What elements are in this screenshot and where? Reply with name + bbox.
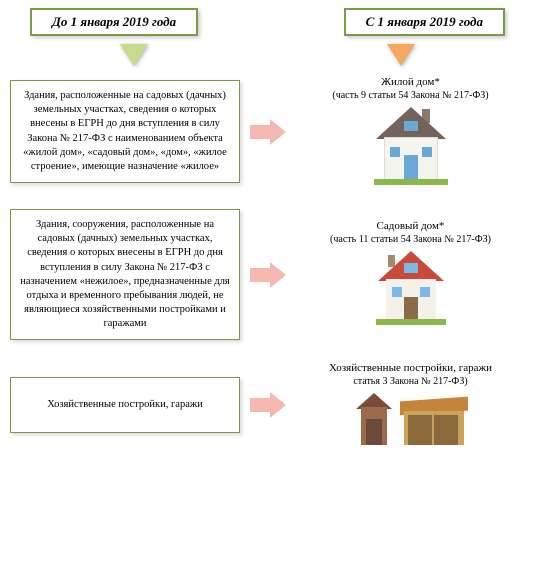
after-col: Хозяйственные постройки, гаражи статья 3… (296, 362, 525, 447)
after-title: Садовый дом* (296, 220, 525, 232)
header-before: До 1 января 2019 года (30, 8, 198, 36)
arrow-right-icon (250, 392, 286, 418)
after-col: Садовый дом* (часть 11 статьи 54 Закона … (296, 220, 525, 329)
mapping-row: Здания, расположенные на садовых (дачных… (10, 76, 525, 187)
after-subtitle: (часть 9 статьи 54 Закона № 217-ФЗ) (296, 90, 525, 101)
arrow-right-icon (250, 119, 286, 145)
house-white-icon (366, 107, 456, 187)
arrow-down-green-icon (120, 44, 148, 66)
header-after: С 1 января 2019 года (344, 8, 505, 36)
house-red-icon (366, 251, 456, 329)
after-title: Хозяйственные постройки, гаражи (296, 362, 525, 374)
arrow-down-orange-icon (387, 44, 415, 66)
mapping-row: Здания, сооружения, расположенные на сад… (10, 209, 525, 340)
content: Здания, расположенные на садовых (дачных… (0, 76, 535, 447)
after-title: Жилой дом* (296, 76, 525, 88)
before-box: Здания, сооружения, расположенные на сад… (10, 209, 240, 340)
header-row: До 1 января 2019 года С 1 января 2019 го… (0, 0, 535, 36)
before-box: Здания, расположенные на садовых (дачных… (10, 80, 240, 183)
arrow-right-icon (250, 262, 286, 288)
after-col: Жилой дом* (часть 9 статьи 54 Закона № 2… (296, 76, 525, 187)
sheds-icon (296, 393, 525, 447)
after-subtitle: статья 3 Закона № 217-ФЗ) (296, 376, 525, 387)
before-box: Хозяйственные постройки, гаражи (10, 377, 240, 433)
after-subtitle: (часть 11 статьи 54 Закона № 217-ФЗ) (296, 234, 525, 245)
mapping-row: Хозяйственные постройки, гаражи Хозяйств… (10, 362, 525, 447)
arrow-down-row (0, 36, 535, 76)
